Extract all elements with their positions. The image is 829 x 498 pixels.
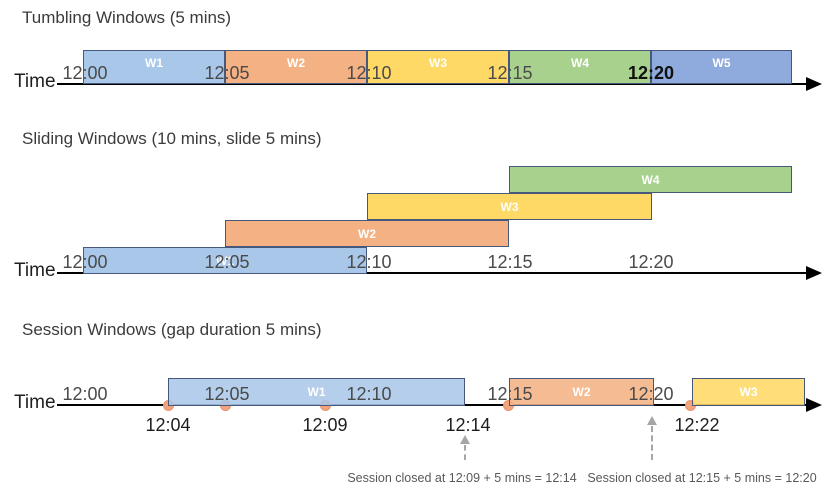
- time-axis-label: Time: [14, 392, 56, 413]
- event-time-label: 12:04: [145, 415, 191, 435]
- window-label: W2: [358, 226, 376, 241]
- window-bar: W1: [83, 50, 225, 84]
- window-bar: W2: [225, 50, 367, 84]
- window-label: W1: [216, 253, 234, 268]
- window-label: W4: [641, 172, 660, 187]
- dashed-arrow-icon: [647, 416, 657, 425]
- window-label: W1: [145, 56, 163, 70]
- event-time-label: 12:09: [302, 415, 348, 435]
- window-bar: W2: [225, 220, 509, 247]
- diagram-title: Session Windows (gap duration 5 mins): [22, 320, 322, 339]
- window-bar: W2: [509, 378, 654, 406]
- session-close-annotation: Session closed at 12:15 + 5 mins = 12:20: [587, 471, 817, 485]
- session-close-annotation: Session closed at 12:09 + 5 mins = 12:14: [347, 471, 577, 485]
- time-axis-label: Time: [14, 71, 56, 92]
- window-label: W5: [712, 56, 731, 70]
- window-bar: W1: [168, 378, 465, 406]
- event-time-label: 12:14: [445, 415, 491, 435]
- window-bar: W3: [367, 193, 652, 220]
- arrow-right-icon: [806, 398, 822, 412]
- window-label: W2: [572, 385, 591, 399]
- window-label: W1: [307, 385, 326, 399]
- window-bar: W4: [509, 50, 651, 84]
- dashed-arrow-line: [651, 426, 653, 460]
- window-label: W3: [429, 56, 447, 70]
- window-bar: W3: [367, 50, 509, 84]
- diagram-title: Tumbling Windows (5 mins): [22, 8, 232, 27]
- dashed-arrow-line: [464, 445, 466, 460]
- window-label: W2: [287, 56, 305, 70]
- arrow-right-icon: [806, 77, 822, 91]
- window-label: W4: [571, 56, 589, 70]
- event-time-label: 12:22: [674, 415, 720, 435]
- timeline-axis: [57, 272, 806, 274]
- window-bar: W3: [692, 378, 805, 406]
- diagram-title: Sliding Windows (10 mins, slide 5 mins): [22, 129, 322, 148]
- arrow-right-icon: [806, 266, 822, 280]
- window-label: W3: [500, 199, 519, 214]
- time-axis-label: Time: [14, 260, 56, 281]
- window-bar: W4: [509, 166, 792, 193]
- window-label: W3: [739, 385, 758, 399]
- timeline-axis: [57, 83, 806, 85]
- window-bar: W5: [651, 50, 792, 84]
- dashed-arrow-icon: [460, 435, 470, 444]
- window-bar: W1: [83, 247, 367, 274]
